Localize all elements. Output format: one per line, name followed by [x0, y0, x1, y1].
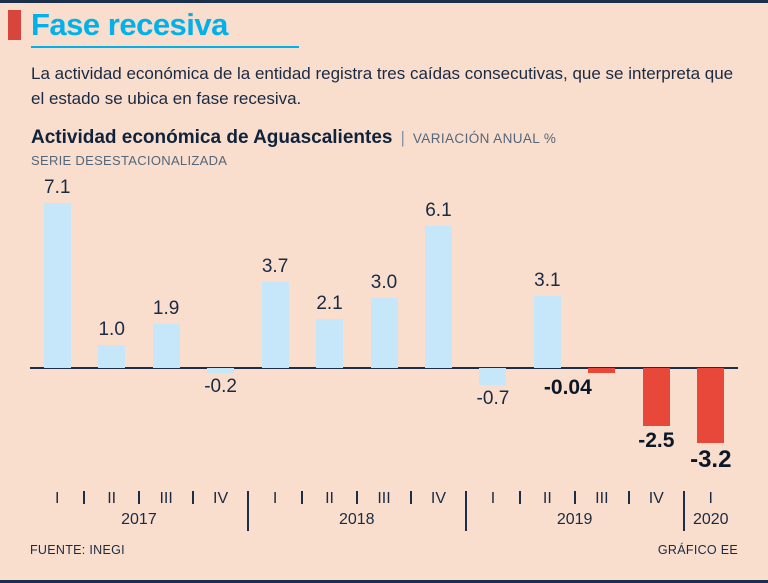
year-label: 2018	[338, 511, 375, 529]
chart-note: SERIE DESESTACIONALIZADA	[31, 153, 228, 169]
zero-axis-line	[30, 367, 738, 370]
footer: FUENTE: INEGI GRÁFICO EE	[30, 543, 738, 557]
year-separator-tick	[682, 491, 685, 532]
x-axis: I II III IV I II III IV I II III IV I 2017 2018 2019 202…	[30, 486, 738, 534]
title-row: Fase recesiva	[8, 7, 740, 42]
quarter-label: II	[325, 490, 334, 508]
quarter-tick	[83, 491, 86, 505]
quarter-label: I	[54, 490, 60, 508]
source-label: FUENTE: INEGI	[30, 543, 125, 558]
bar	[642, 368, 670, 427]
bar	[588, 368, 616, 374]
bar-value-label: -0.04	[543, 376, 592, 400]
bar-value-label: 7.1	[44, 176, 71, 198]
year-label: 2020	[692, 511, 729, 529]
intro-text: La actividad económica de la entidad reg…	[31, 63, 734, 109]
bar	[697, 368, 725, 443]
quarter-tick	[192, 491, 195, 505]
quarter-label: I	[490, 490, 496, 508]
quarter-label: IV	[648, 490, 664, 508]
title-accent-block	[8, 10, 21, 41]
quarter-label: II	[542, 490, 552, 508]
bar	[533, 295, 561, 369]
quarter-label: I	[272, 490, 278, 508]
quarter-label: III	[159, 490, 173, 508]
title-underline	[31, 45, 299, 48]
chart-title-divider: |	[400, 128, 405, 148]
quarter-label: III	[595, 490, 609, 508]
quarter-tick	[410, 491, 413, 505]
bar-value-label: 3.1	[534, 269, 561, 291]
quarter-tick	[519, 491, 522, 505]
bar	[424, 226, 452, 369]
year-separator-tick	[246, 491, 249, 532]
quarter-tick	[628, 491, 631, 505]
quarter-tick	[355, 491, 358, 505]
chart-title: Actividad económica de Aguascalientes	[31, 127, 393, 149]
bar	[370, 298, 398, 369]
quarter-label: IV	[430, 490, 447, 508]
bottom-border	[0, 580, 768, 583]
bar	[207, 368, 235, 374]
top-border	[0, 0, 768, 3]
bar	[98, 344, 126, 369]
quarter-tick	[301, 491, 304, 505]
quarter-tick	[137, 491, 140, 505]
bar-value-label: 6.1	[425, 200, 452, 222]
quarter-label: III	[377, 490, 391, 508]
year-separator-tick	[464, 491, 467, 532]
bar-value-label: -0.7	[476, 387, 510, 409]
bar-value-label: 3.7	[261, 255, 289, 277]
bar	[316, 319, 344, 369]
bar-value-label: -0.2	[204, 376, 237, 398]
bar-value-label: -3.2	[690, 445, 732, 473]
bar-value-label: 1.9	[152, 297, 180, 319]
quarter-tick	[573, 491, 576, 505]
plot-area: 7.1 1.0 1.9 -0.2 3.7 2.1 3.0 6.1 -0.7 3.1 -0.04 -2.…	[30, 176, 738, 482]
quarter-label: IV	[213, 490, 229, 508]
bar	[261, 281, 289, 369]
bar-value-label: 1.0	[98, 318, 125, 340]
bar	[152, 323, 180, 369]
page-title: Fase recesiva	[31, 7, 228, 42]
quarter-label: II	[107, 490, 117, 508]
bar	[43, 202, 71, 369]
bar-value-label: 3.0	[370, 272, 398, 294]
chart-header: Actividad económica de Aguascalientes | …	[31, 127, 738, 149]
year-label: 2017	[121, 511, 157, 529]
credit-label: GRÁFICO EE	[657, 543, 738, 558]
chart-subtitle: VARIACIÓN ANUAL %	[412, 131, 557, 147]
bar-value-label: 2.1	[316, 293, 343, 315]
bar-value-label: -2.5	[638, 429, 675, 453]
bar	[479, 368, 507, 385]
quarter-label: I	[708, 490, 713, 508]
year-label: 2019	[556, 511, 593, 529]
